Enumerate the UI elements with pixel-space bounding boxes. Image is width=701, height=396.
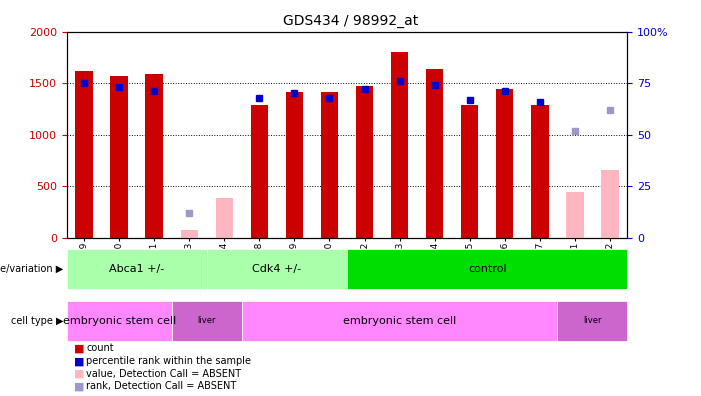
Text: ■: ■ bbox=[74, 343, 84, 354]
Bar bbox=[426, 69, 443, 238]
Bar bbox=[496, 89, 513, 238]
Bar bbox=[391, 52, 408, 238]
Text: ■: ■ bbox=[74, 381, 84, 392]
Text: control: control bbox=[468, 264, 507, 274]
Bar bbox=[320, 92, 338, 238]
Text: ■: ■ bbox=[74, 369, 84, 379]
Text: embryonic stem cell: embryonic stem cell bbox=[343, 316, 456, 326]
Text: ■: ■ bbox=[74, 356, 84, 366]
Text: count: count bbox=[86, 343, 114, 354]
Bar bbox=[67, 249, 207, 289]
Bar bbox=[461, 105, 478, 238]
Text: value, Detection Call = ABSENT: value, Detection Call = ABSENT bbox=[86, 369, 241, 379]
Bar bbox=[67, 301, 172, 341]
Bar bbox=[216, 198, 233, 238]
Text: liver: liver bbox=[583, 316, 601, 325]
Text: embryonic stem cell: embryonic stem cell bbox=[62, 316, 176, 326]
Text: genotype/variation ▶: genotype/variation ▶ bbox=[0, 264, 63, 274]
Bar bbox=[242, 301, 557, 341]
Bar bbox=[111, 76, 128, 238]
Bar bbox=[566, 192, 583, 238]
Bar bbox=[251, 105, 268, 238]
Text: Cdk4 +/-: Cdk4 +/- bbox=[252, 264, 301, 274]
Bar bbox=[207, 249, 347, 289]
Bar bbox=[557, 301, 627, 341]
Text: cell type ▶: cell type ▶ bbox=[11, 316, 63, 326]
Bar bbox=[286, 92, 303, 238]
Text: GDS434 / 98992_at: GDS434 / 98992_at bbox=[283, 14, 418, 28]
Bar bbox=[355, 86, 373, 238]
Text: Abca1 +/-: Abca1 +/- bbox=[109, 264, 164, 274]
Bar bbox=[347, 249, 627, 289]
Text: percentile rank within the sample: percentile rank within the sample bbox=[86, 356, 251, 366]
Bar bbox=[531, 105, 548, 238]
Bar bbox=[76, 71, 93, 238]
Bar bbox=[601, 169, 618, 238]
Text: liver: liver bbox=[198, 316, 216, 325]
Bar bbox=[181, 230, 198, 238]
Bar bbox=[172, 301, 242, 341]
Bar bbox=[146, 74, 163, 238]
Text: rank, Detection Call = ABSENT: rank, Detection Call = ABSENT bbox=[86, 381, 236, 392]
